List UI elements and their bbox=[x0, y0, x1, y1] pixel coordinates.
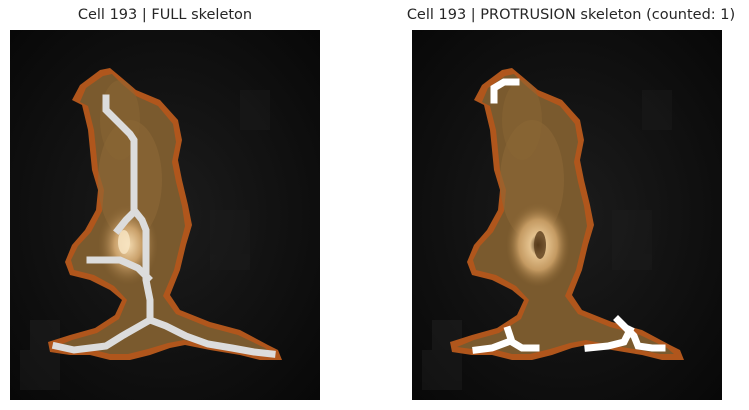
protrusion-segment-lower-left bbox=[472, 325, 540, 354]
nucleus-highlight bbox=[118, 230, 130, 254]
image-full-skeleton bbox=[10, 30, 320, 400]
cell-image-protrusion bbox=[412, 30, 722, 400]
panel-title-protrusion: Cell 193 | PROTRUSION skeleton (counted:… bbox=[406, 7, 736, 23]
nucleus-center bbox=[534, 231, 546, 259]
background-texture bbox=[422, 90, 672, 390]
skeleton-branch-left bbox=[86, 256, 153, 283]
full-skeleton bbox=[51, 94, 276, 358]
protrusion-segment-top bbox=[490, 78, 520, 104]
protrusion-segment-lower-right bbox=[584, 315, 666, 352]
skeleton-branch-lower-left bbox=[51, 315, 155, 354]
skeleton-branch-top-left bbox=[113, 207, 139, 235]
cell-image-full bbox=[10, 30, 320, 400]
cell-shading-upper bbox=[502, 80, 542, 160]
panel-full-skeleton: Cell 193 | FULL skeleton bbox=[0, 0, 330, 410]
skeleton-branch-lower-right bbox=[145, 315, 276, 358]
panel-title-full: Cell 193 | FULL skeleton bbox=[77, 7, 253, 23]
panel-protrusion-skeleton: Cell 193 | PROTRUSION skeleton (counted:… bbox=[400, 0, 735, 410]
image-protrusion-skeleton bbox=[412, 30, 722, 400]
protrusion-skeleton bbox=[472, 78, 666, 354]
skeleton-main-stem bbox=[102, 94, 154, 324]
